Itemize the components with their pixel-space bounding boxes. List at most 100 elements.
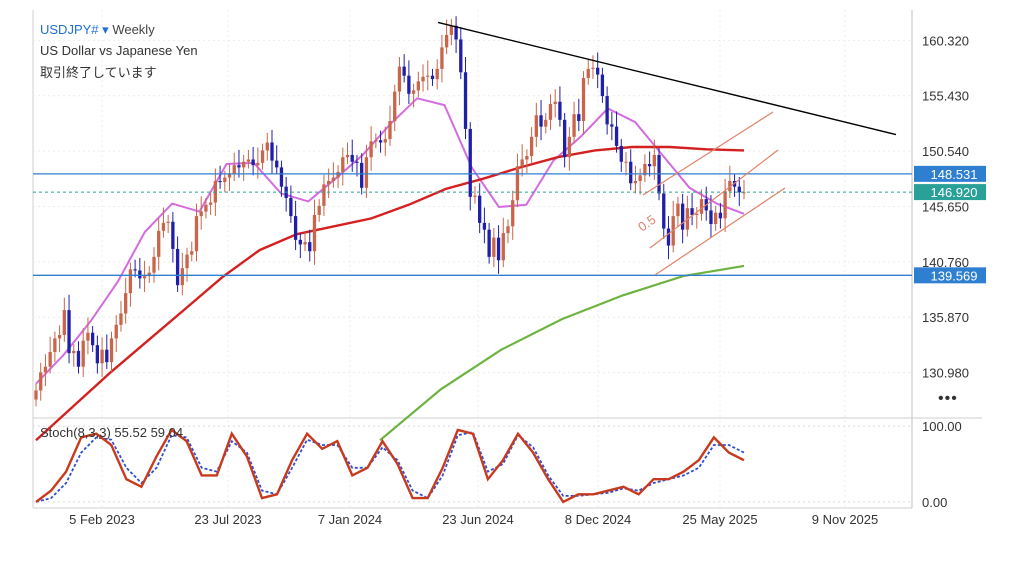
- candle-body: [662, 193, 666, 229]
- candle-body: [529, 136, 534, 157]
- candle-body: [237, 165, 241, 168]
- symbol-name[interactable]: USDJPY#: [40, 22, 99, 37]
- candle-body: [690, 208, 694, 215]
- candle-body: [317, 205, 321, 215]
- symbol-header[interactable]: USDJPY# ▾ Weekly: [40, 22, 155, 38]
- candle-body: [496, 237, 501, 261]
- stoch-d-line: [35, 431, 745, 503]
- candle-body: [714, 212, 718, 225]
- drawings: 0.5: [33, 21, 912, 276]
- candle-body: [298, 239, 302, 245]
- price-label-box: [914, 165, 986, 182]
- candle-body: [251, 159, 255, 166]
- candle-body: [109, 338, 114, 363]
- timeframe-label[interactable]: Weekly: [112, 22, 155, 37]
- channel-line[interactable]: [654, 187, 786, 276]
- candle-body: [204, 204, 208, 212]
- channel-line[interactable]: [642, 111, 774, 196]
- channel-line[interactable]: [649, 149, 779, 249]
- candle-body: [619, 145, 623, 162]
- candle-body: [643, 164, 647, 176]
- candle-body: [369, 141, 373, 158]
- candle-body: [676, 203, 680, 217]
- stoch-tick-label: 100.00: [922, 419, 962, 434]
- resistance-trendline[interactable]: [437, 21, 897, 136]
- candle-body: [487, 229, 491, 257]
- candle-body: [709, 210, 713, 225]
- candle-body: [562, 119, 567, 158]
- channel-annotation: 0.5: [635, 212, 658, 235]
- candle-body: [463, 72, 468, 129]
- candle-body: [614, 126, 619, 146]
- candle-body: [81, 340, 85, 367]
- candle-body: [605, 96, 609, 125]
- price-tick-label: 135.870: [922, 310, 969, 325]
- candle-body: [652, 154, 656, 167]
- candle-body: [600, 74, 605, 97]
- candle-body: [633, 180, 638, 184]
- candle-body: [728, 180, 732, 192]
- candle-body: [289, 197, 293, 217]
- candle-body: [511, 200, 515, 227]
- chevron-down-icon[interactable]: ▾: [102, 22, 109, 37]
- candle-body: [336, 171, 340, 178]
- candle-body: [374, 140, 378, 142]
- candle-body: [185, 254, 189, 269]
- candle-body: [572, 114, 576, 137]
- candle-body: [312, 214, 317, 252]
- candle-body: [383, 139, 387, 143]
- candle-body: [718, 212, 723, 219]
- current-price-box: [914, 184, 986, 201]
- candle-body: [265, 142, 269, 151]
- stoch-k-line: [35, 428, 745, 504]
- candle-body: [242, 161, 246, 168]
- candles: [34, 16, 746, 407]
- candle-body: [586, 68, 590, 78]
- stoch-tick-label: 0.00: [922, 495, 947, 510]
- candle-body: [67, 310, 71, 354]
- candle-body: [699, 199, 704, 214]
- candle-body: [548, 103, 553, 120]
- candle-body: [208, 202, 213, 205]
- candle-body: [341, 157, 345, 172]
- candle-body: [421, 76, 425, 82]
- candle-body: [397, 66, 402, 92]
- time-tick-label: 5 Feb 2023: [69, 512, 135, 527]
- more-options-icon[interactable]: •••: [938, 390, 958, 407]
- moving-averages: [35, 97, 745, 442]
- candle-body: [567, 136, 572, 158]
- price-tick-label: 160.320: [922, 33, 969, 48]
- candle-body: [57, 334, 62, 339]
- candle-body: [360, 162, 364, 188]
- candle-body: [435, 68, 439, 80]
- candle-body: [638, 175, 642, 181]
- candle-body: [416, 81, 420, 91]
- candle-body: [553, 101, 557, 104]
- current-price-label: 146.920: [931, 185, 978, 200]
- candle-body: [666, 228, 671, 246]
- candle-body: [378, 140, 383, 143]
- candle-body: [355, 161, 359, 163]
- price-tick-label: 145.650: [922, 199, 969, 214]
- candle-body: [86, 332, 90, 341]
- candle-body: [119, 313, 123, 325]
- candle-body: [482, 222, 487, 230]
- candle-body: [232, 165, 236, 175]
- candle-body: [459, 39, 463, 73]
- candle-body: [142, 276, 147, 279]
- candle-body: [331, 177, 336, 181]
- candle-body: [166, 221, 170, 223]
- candle-body: [492, 237, 496, 257]
- candle-body: [147, 272, 151, 277]
- candle-body: [138, 270, 142, 279]
- candle-body: [473, 195, 477, 197]
- candle-body: [256, 162, 260, 166]
- price-line-label: 139.569: [931, 268, 978, 283]
- candle-body: [161, 222, 166, 231]
- candle-body: [596, 67, 600, 75]
- stoch-label: Stoch(8,3,3) 55.52 59.04: [40, 425, 183, 440]
- candle-body: [279, 167, 284, 187]
- candle-body: [534, 115, 538, 137]
- candle-body: [218, 180, 222, 183]
